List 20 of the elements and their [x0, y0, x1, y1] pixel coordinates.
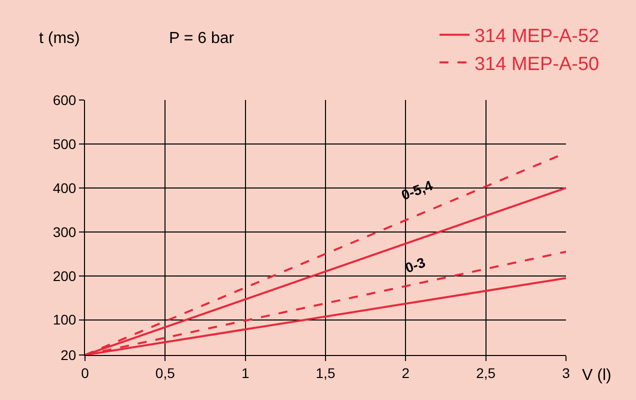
- y-tick-label: 200: [52, 268, 76, 284]
- y-tick-label: 500: [52, 136, 76, 152]
- y-tick-label: 300: [52, 224, 76, 240]
- legend-label: 314 MEP-A-50: [474, 54, 600, 75]
- x-tick-label: 3: [562, 364, 570, 381]
- y-tick-label: 600: [52, 92, 76, 108]
- x-tick-label: 2,5: [476, 364, 496, 381]
- y-tick-label: 400: [52, 180, 76, 196]
- y-tick-label: 20: [60, 346, 76, 363]
- annotation: 0-3: [402, 254, 428, 276]
- y-axis-title: t (ms): [39, 30, 80, 47]
- text: P = 6 bar: [169, 30, 235, 47]
- x-tick-label: 1,5: [316, 364, 336, 381]
- x-tick-label: 0: [81, 364, 90, 381]
- legend-label: 314 MEP-A-52: [474, 26, 600, 48]
- x-axis-title: V (l): [582, 367, 612, 384]
- x-tick-label: 1: [241, 364, 250, 381]
- x-tick-label: 0,5: [155, 364, 176, 381]
- y-tick-label: 100: [52, 312, 76, 328]
- x-tick-label: 2: [402, 364, 410, 381]
